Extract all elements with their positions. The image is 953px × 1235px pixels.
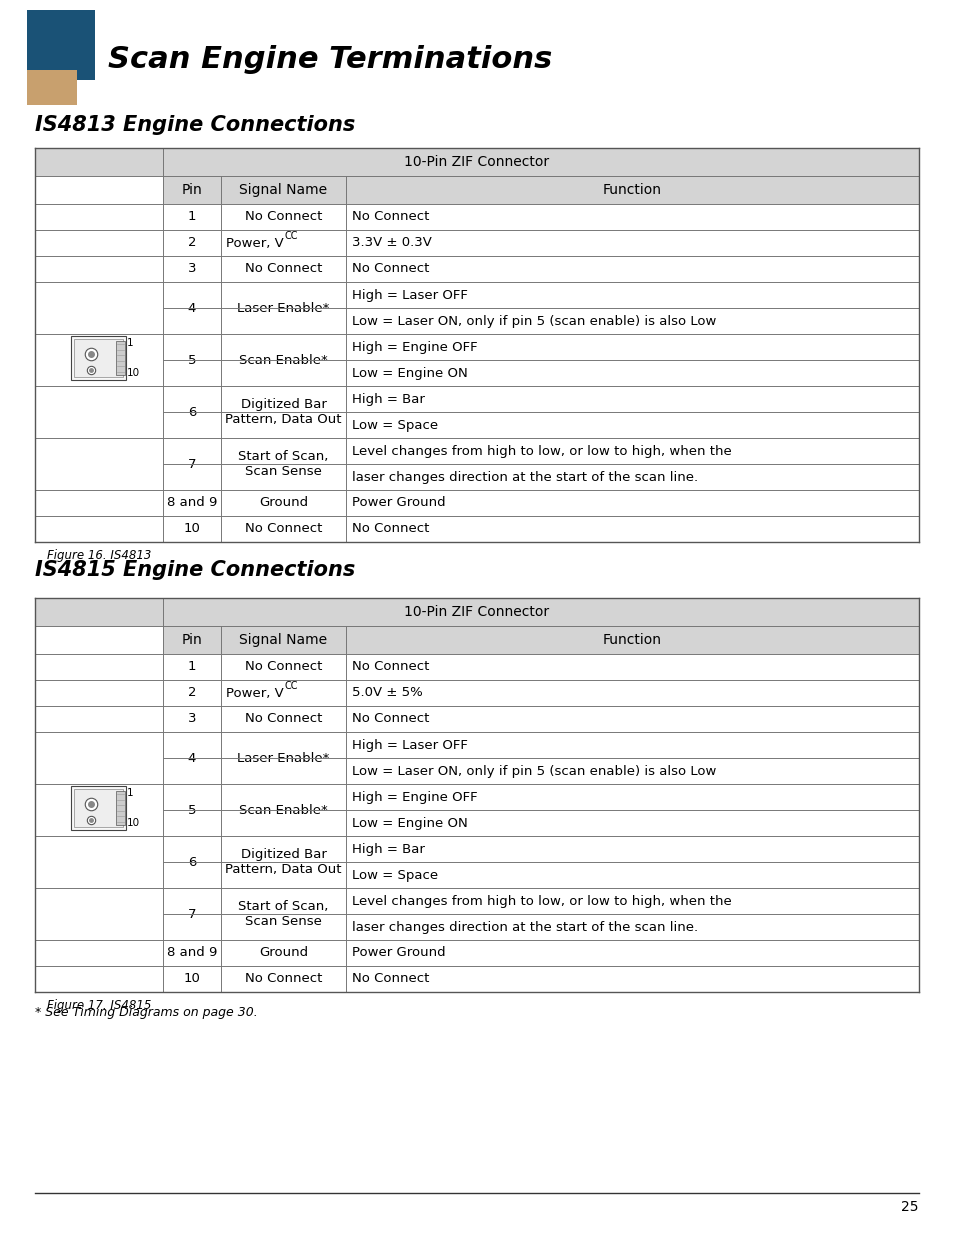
Text: 3: 3 <box>188 713 196 725</box>
Bar <box>116 790 126 825</box>
Text: Scan Engine Terminations: Scan Engine Terminations <box>108 46 552 74</box>
Text: High = Bar: High = Bar <box>352 842 424 856</box>
Text: 4: 4 <box>188 301 196 315</box>
Text: Power, V: Power, V <box>226 236 283 249</box>
Text: laser changes direction at the start of the scan line.: laser changes direction at the start of … <box>352 471 698 483</box>
Text: 8 and 9: 8 and 9 <box>167 496 217 510</box>
Text: No Connect: No Connect <box>245 972 322 986</box>
Text: 2: 2 <box>188 687 196 699</box>
Text: 8 and 9: 8 and 9 <box>167 946 217 960</box>
Text: Figure 16. IS4813: Figure 16. IS4813 <box>47 550 151 562</box>
Text: High = Engine OFF: High = Engine OFF <box>352 341 477 353</box>
Text: No Connect: No Connect <box>245 661 322 673</box>
Text: High = Laser OFF: High = Laser OFF <box>352 289 467 301</box>
Text: Low = Engine ON: Low = Engine ON <box>352 367 467 379</box>
Text: High = Laser OFF: High = Laser OFF <box>352 739 467 752</box>
Text: Power Ground: Power Ground <box>352 946 445 960</box>
Text: No Connect: No Connect <box>352 522 429 536</box>
Text: Low = Space: Low = Space <box>352 419 437 431</box>
Text: Low = Engine ON: Low = Engine ON <box>352 816 467 830</box>
Bar <box>27 70 77 105</box>
Text: 10: 10 <box>183 522 200 536</box>
Text: 3: 3 <box>188 263 196 275</box>
Bar <box>116 341 126 375</box>
Text: 4: 4 <box>188 752 196 764</box>
Text: 1: 1 <box>127 788 133 798</box>
Bar <box>74 789 123 827</box>
Text: 6: 6 <box>188 405 196 419</box>
Bar <box>27 10 95 80</box>
Text: No Connect: No Connect <box>245 210 322 224</box>
Text: 5: 5 <box>188 804 196 816</box>
Text: No Connect: No Connect <box>352 661 429 673</box>
Text: No Connect: No Connect <box>245 522 322 536</box>
Text: 7: 7 <box>188 457 196 471</box>
Text: Level changes from high to low, or low to high, when the: Level changes from high to low, or low t… <box>352 445 731 457</box>
Text: High = Bar: High = Bar <box>352 393 424 405</box>
Text: Digitized Bar
Pattern, Data Out: Digitized Bar Pattern, Data Out <box>225 398 341 426</box>
Text: Ground: Ground <box>258 496 308 510</box>
Text: Low = Space: Low = Space <box>352 868 437 882</box>
Text: Low = Laser ON, only if pin 5 (scan enable) is also Low: Low = Laser ON, only if pin 5 (scan enab… <box>352 315 716 327</box>
Text: 10: 10 <box>127 368 139 378</box>
Bar <box>71 336 127 380</box>
Text: Pin: Pin <box>181 634 202 647</box>
Text: No Connect: No Connect <box>245 713 322 725</box>
Text: 7: 7 <box>188 908 196 920</box>
Text: laser changes direction at the start of the scan line.: laser changes direction at the start of … <box>352 920 698 934</box>
Text: 25: 25 <box>901 1200 918 1214</box>
Text: 2: 2 <box>188 236 196 249</box>
Text: Pin: Pin <box>181 183 202 198</box>
Text: No Connect: No Connect <box>352 263 429 275</box>
Text: Function: Function <box>602 183 661 198</box>
Text: No Connect: No Connect <box>352 713 429 725</box>
Text: 10: 10 <box>127 818 139 827</box>
Text: No Connect: No Connect <box>352 972 429 986</box>
Text: Power Ground: Power Ground <box>352 496 445 510</box>
Text: 10-Pin ZIF Connector: 10-Pin ZIF Connector <box>404 605 549 619</box>
Bar <box>35 598 918 626</box>
Text: 5: 5 <box>188 353 196 367</box>
Text: Signal Name: Signal Name <box>239 634 327 647</box>
Text: 10: 10 <box>183 972 200 986</box>
Text: * See Timing Diagrams on page 30.: * See Timing Diagrams on page 30. <box>35 1007 257 1019</box>
Text: 3.3V ± 0.3V: 3.3V ± 0.3V <box>352 236 432 249</box>
Text: Ground: Ground <box>258 946 308 960</box>
Text: 1: 1 <box>188 210 196 224</box>
Text: 6: 6 <box>188 856 196 868</box>
Bar <box>163 177 918 204</box>
Text: Start of Scan,
Scan Sense: Start of Scan, Scan Sense <box>238 450 329 478</box>
Text: 1: 1 <box>127 338 133 348</box>
Text: High = Engine OFF: High = Engine OFF <box>352 790 477 804</box>
Text: Signal Name: Signal Name <box>239 183 327 198</box>
Bar <box>74 338 123 377</box>
Text: Laser Enable*: Laser Enable* <box>237 752 330 764</box>
Text: 10-Pin ZIF Connector: 10-Pin ZIF Connector <box>404 156 549 169</box>
Text: Start of Scan,
Scan Sense: Start of Scan, Scan Sense <box>238 900 329 927</box>
Text: Level changes from high to low, or low to high, when the: Level changes from high to low, or low t… <box>352 894 731 908</box>
Bar <box>71 785 127 830</box>
Text: No Connect: No Connect <box>352 210 429 224</box>
Bar <box>35 148 918 177</box>
Text: Laser Enable*: Laser Enable* <box>237 301 330 315</box>
Text: Low = Laser ON, only if pin 5 (scan enable) is also Low: Low = Laser ON, only if pin 5 (scan enab… <box>352 764 716 778</box>
Text: 1: 1 <box>188 661 196 673</box>
Text: IS4813 Engine Connections: IS4813 Engine Connections <box>35 115 355 135</box>
Text: No Connect: No Connect <box>245 263 322 275</box>
Text: 5.0V ± 5%: 5.0V ± 5% <box>352 687 422 699</box>
Text: CC: CC <box>284 680 297 692</box>
Text: Figure 17. IS4815: Figure 17. IS4815 <box>47 999 151 1013</box>
Text: Function: Function <box>602 634 661 647</box>
Bar <box>163 626 918 655</box>
Text: IS4815 Engine Connections: IS4815 Engine Connections <box>35 559 355 580</box>
Text: Digitized Bar
Pattern, Data Out: Digitized Bar Pattern, Data Out <box>225 848 341 876</box>
Text: Scan Enable*: Scan Enable* <box>239 804 328 816</box>
Text: CC: CC <box>284 231 297 241</box>
Text: Power, V: Power, V <box>226 687 283 699</box>
Text: Scan Enable*: Scan Enable* <box>239 353 328 367</box>
